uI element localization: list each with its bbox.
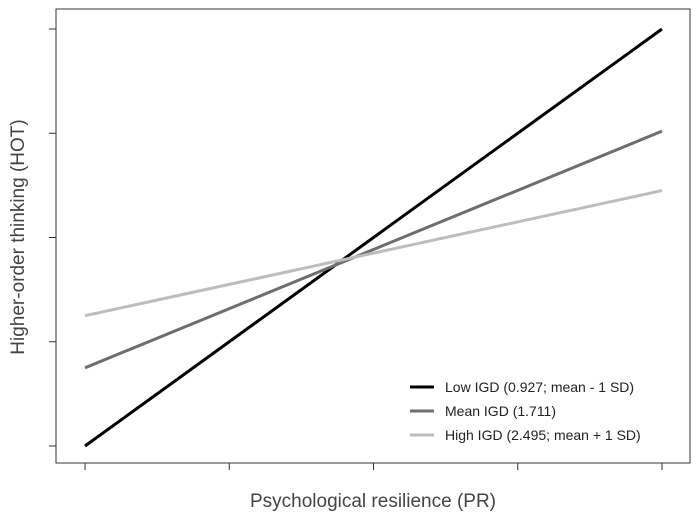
legend-label-2: Mean IGD (1.711) <box>445 403 556 419</box>
axes-layer <box>49 8 691 470</box>
series-line-3 <box>84 189 663 318</box>
series-line-2 <box>84 129 663 370</box>
lines-layer <box>84 27 663 448</box>
series-line-1 <box>84 27 663 448</box>
legend-label-1: Low IGD (0.927; mean - 1 SD) <box>445 379 634 395</box>
legend-label-3: High IGD (2.495; mean + 1 SD) <box>445 427 641 443</box>
y-axis-label: Higher-order thinking (HOT) <box>8 119 29 354</box>
x-axis-label: Psychological resilience (PR) <box>250 491 496 512</box>
legend: Low IGD (0.927; mean - 1 SD) Mean IGD (1.… <box>410 379 641 443</box>
